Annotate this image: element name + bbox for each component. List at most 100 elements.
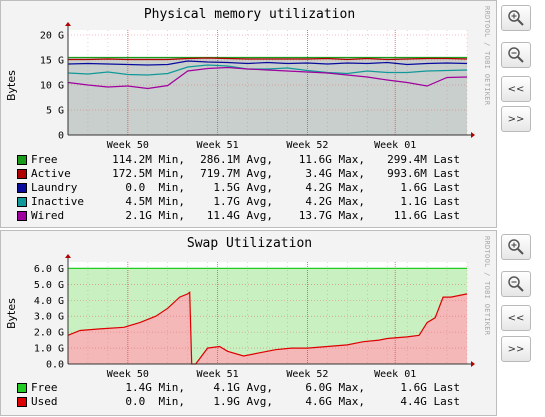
legend-avg: 11.4G Avg,	[206, 209, 273, 222]
legend-name: Free	[31, 153, 58, 166]
legend-swatch	[17, 197, 27, 207]
chart-title: Swap Utilization	[186, 236, 313, 251]
next-button[interactable]: >>	[501, 106, 531, 132]
legend-max: 6.0G Max,	[305, 381, 365, 394]
x-tick-label: Week 01	[374, 140, 416, 151]
y-tick-label: 5 G	[46, 106, 64, 117]
legend-row: Wired 2.1G Min, 11.4G Avg, 13.7G Max, 11.6G …	[15, 209, 465, 223]
legend-swatch	[17, 169, 27, 179]
legend-avg: 719.7M Avg,	[200, 167, 273, 180]
y-tick-label: 0.0	[46, 360, 64, 371]
legend-min: 172.5M Min,	[112, 167, 185, 180]
legend-max: 4.2G Max,	[305, 181, 365, 194]
y-tick-label: 15 G	[40, 56, 64, 67]
legend-last: 1.6G Last	[400, 181, 460, 194]
legend-name: Free	[31, 381, 58, 394]
legend-row: Inactive 4.5M Min, 1.7G Avg, 4.2G Max, 1.1G …	[15, 195, 465, 209]
x-tick-label: Week 51	[197, 369, 239, 380]
legend-name: Wired	[31, 209, 65, 222]
legend-max: 3.4G Max,	[305, 167, 365, 180]
legend-row: Used 0.0 Min, 1.9G Avg, 4.6G Max, 4.4G Last	[15, 395, 465, 409]
zoom-in-icon	[508, 239, 524, 255]
legend-swatch	[17, 155, 27, 165]
memory-legend: Free 114.2M Min, 286.1M Avg, 11.6G Max, 299.…	[15, 153, 465, 223]
watermark: RRDTOOL / TOBI OETIKER	[483, 236, 491, 336]
y-tick-label: 4.0 G	[34, 296, 64, 307]
y-tick-label: 5.0 G	[34, 280, 64, 291]
legend-swatch	[17, 397, 27, 407]
series-line-laundry	[67, 60, 468, 66]
legend-row: Laundry 0.0 Min, 1.5G Avg, 4.2G Max, 1.6G La…	[15, 181, 465, 195]
swap-chart-plot: 0.0 1.0 G 2.0 G 3.0 G 4.0 G 5.0 G 6.0 G Week 50…	[34, 254, 475, 380]
y-axis-arrow	[65, 254, 71, 258]
y-tick-label: 1.0 G	[34, 344, 64, 355]
legend-name: Laundry	[31, 181, 78, 194]
zoom-out-button[interactable]	[501, 271, 531, 297]
y-tick-label: 20 G	[40, 31, 64, 42]
zoom-out-icon	[508, 276, 524, 292]
y-axis-arrow	[65, 22, 71, 26]
legend-last: 11.6G Last	[393, 209, 460, 222]
legend-swatch	[17, 183, 27, 193]
legend-min: 114.2M Min,	[112, 153, 185, 166]
series-line-wired	[67, 66, 468, 90]
legend-name: Active	[31, 167, 71, 180]
legend-min: 0.0 Min,	[125, 181, 185, 194]
x-tick-label: Week 52	[286, 140, 328, 151]
legend-last: 993.6M Last	[387, 167, 460, 180]
zoom-out-icon	[508, 47, 524, 63]
y-tick-label: 2.0 G	[34, 328, 64, 339]
y-tick-label: 3.0 G	[34, 312, 64, 323]
previous-button[interactable]: <<	[501, 76, 531, 102]
legend-last: 299.4M Last	[387, 153, 460, 166]
x-tick-label: Week 01	[374, 369, 416, 380]
chart-title: Physical memory utilization	[143, 7, 356, 22]
zoom-out-button[interactable]	[501, 42, 531, 68]
legend-avg: 1.7G Avg,	[213, 195, 273, 208]
legend-row: Active 172.5M Min, 719.7M Avg, 3.4G Max, 993…	[15, 167, 465, 181]
x-tick-label: Week 52	[286, 369, 328, 380]
series-line-active	[68, 57, 468, 61]
y-tick-label: 10 G	[40, 81, 64, 92]
legend-name: Inactive	[31, 195, 84, 208]
legend-avg: 1.9G Avg,	[213, 395, 273, 408]
legend-avg: 1.5G Avg,	[213, 181, 273, 194]
legend-min: 4.5M Min,	[125, 195, 185, 208]
x-axis-arrow	[471, 361, 475, 367]
zoom-in-icon	[508, 10, 524, 26]
swap-chart-panel: Swap Utilization Bytes RRDTOOL / TOBI OE…	[0, 230, 497, 416]
previous-button[interactable]: <<	[501, 305, 531, 331]
x-tick-label: Week 50	[107, 369, 149, 380]
x-axis-arrow	[471, 132, 475, 138]
series-line-inactive	[67, 64, 468, 76]
legend-min: 0.0 Min,	[125, 395, 185, 408]
legend-max: 11.6G Max,	[298, 153, 365, 166]
memory-chart-panel: Physical memory utilization Bytes RRDTOO…	[0, 0, 497, 228]
legend-max: 4.6G Max,	[305, 395, 365, 408]
legend-last: 1.1G Last	[400, 195, 460, 208]
x-tick-label: Week 51	[197, 140, 239, 151]
legend-row: Free 1.4G Min, 4.1G Avg, 6.0G Max, 1.6G Last	[15, 381, 465, 395]
legend-swatch	[17, 211, 27, 221]
legend-last: 1.6G Last	[400, 381, 460, 394]
zoom-in-button[interactable]	[501, 5, 531, 31]
legend-avg: 4.1G Avg,	[213, 381, 273, 394]
swap-legend: Free 1.4G Min, 4.1G Avg, 6.0G Max, 1.6G Last…	[15, 381, 465, 409]
x-tick-label: Week 50	[107, 140, 149, 151]
legend-last: 4.4G Last	[400, 395, 460, 408]
legend-swatch	[17, 383, 27, 393]
memory-chart-plot: 0 5 G 10 G 15 G 20 G Week 50 Week 51 Week 52 Wee…	[40, 22, 475, 151]
legend-max: 13.7G Max,	[298, 209, 365, 222]
legend-max: 4.2G Max,	[305, 195, 365, 208]
watermark: RRDTOOL / TOBI OETIKER	[483, 6, 491, 106]
legend-min: 2.1G Min,	[125, 209, 185, 222]
legend-avg: 286.1M Avg,	[200, 153, 273, 166]
legend-row: Free 114.2M Min, 286.1M Avg, 11.6G Max, 299.…	[15, 153, 465, 167]
y-tick-label: 6.0 G	[34, 264, 64, 275]
legend-name: Used	[31, 395, 58, 408]
y-tick-label: 0	[58, 131, 64, 142]
series-line-used	[67, 291, 468, 365]
next-button[interactable]: >>	[501, 336, 531, 362]
legend-min: 1.4G Min,	[125, 381, 185, 394]
zoom-in-button[interactable]	[501, 234, 531, 260]
